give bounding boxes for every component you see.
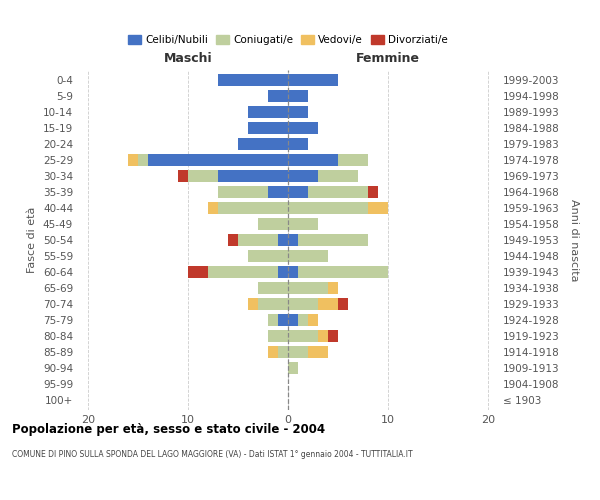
Bar — [288, 202, 368, 214]
Bar — [368, 186, 378, 198]
Bar — [208, 266, 278, 278]
Bar — [218, 202, 288, 214]
Bar — [178, 170, 188, 182]
Bar — [318, 330, 328, 342]
Bar — [368, 202, 388, 214]
Bar — [288, 170, 318, 182]
Bar — [288, 74, 338, 86]
Y-axis label: Anni di nascita: Anni di nascita — [569, 198, 579, 281]
Bar — [228, 234, 238, 246]
Bar — [288, 314, 298, 326]
Bar — [288, 90, 308, 102]
Bar — [318, 170, 358, 182]
Bar — [318, 298, 338, 310]
Bar — [148, 154, 288, 166]
Bar — [288, 282, 328, 294]
Bar — [288, 154, 338, 166]
Bar — [278, 234, 288, 246]
Bar — [278, 266, 288, 278]
Bar — [138, 154, 148, 166]
Bar — [288, 106, 308, 118]
Bar — [298, 266, 388, 278]
Bar — [268, 90, 288, 102]
Text: Femmine: Femmine — [356, 52, 420, 65]
Bar — [308, 186, 368, 198]
Bar — [338, 298, 348, 310]
Bar — [298, 234, 368, 246]
Bar — [288, 218, 318, 230]
Y-axis label: Fasce di età: Fasce di età — [28, 207, 37, 273]
Bar — [258, 282, 288, 294]
Bar — [288, 298, 318, 310]
Bar — [128, 154, 138, 166]
Bar — [218, 74, 288, 86]
Bar — [298, 314, 308, 326]
Text: Popolazione per età, sesso e stato civile - 2004: Popolazione per età, sesso e stato civil… — [12, 422, 325, 436]
Bar — [208, 202, 218, 214]
Bar — [188, 266, 208, 278]
Bar — [328, 282, 338, 294]
Bar — [248, 298, 258, 310]
Text: COMUNE DI PINO SULLA SPONDA DEL LAGO MAGGIORE (VA) - Dati ISTAT 1° gennaio 2004 : COMUNE DI PINO SULLA SPONDA DEL LAGO MAG… — [12, 450, 413, 459]
Bar — [258, 298, 288, 310]
Bar — [268, 314, 278, 326]
Bar — [238, 234, 278, 246]
Bar — [258, 218, 288, 230]
Bar — [248, 122, 288, 134]
Bar — [248, 250, 288, 262]
Bar — [288, 122, 318, 134]
Bar — [288, 186, 308, 198]
Bar — [278, 346, 288, 358]
Bar — [248, 106, 288, 118]
Bar — [288, 234, 298, 246]
Bar — [188, 170, 218, 182]
Bar — [338, 154, 368, 166]
Bar — [238, 138, 288, 150]
Bar — [288, 330, 318, 342]
Bar — [288, 362, 298, 374]
Bar — [268, 330, 288, 342]
Bar — [218, 170, 288, 182]
Legend: Celibi/Nubili, Coniugati/e, Vedovi/e, Divorziati/e: Celibi/Nubili, Coniugati/e, Vedovi/e, Di… — [124, 31, 452, 50]
Bar — [288, 266, 298, 278]
Bar — [328, 330, 338, 342]
Bar — [308, 314, 318, 326]
Bar — [288, 346, 308, 358]
Text: Maschi: Maschi — [164, 52, 212, 65]
Bar — [278, 314, 288, 326]
Bar — [268, 346, 278, 358]
Bar — [308, 346, 328, 358]
Bar — [288, 250, 328, 262]
Bar — [218, 186, 268, 198]
Bar — [288, 138, 308, 150]
Bar — [268, 186, 288, 198]
